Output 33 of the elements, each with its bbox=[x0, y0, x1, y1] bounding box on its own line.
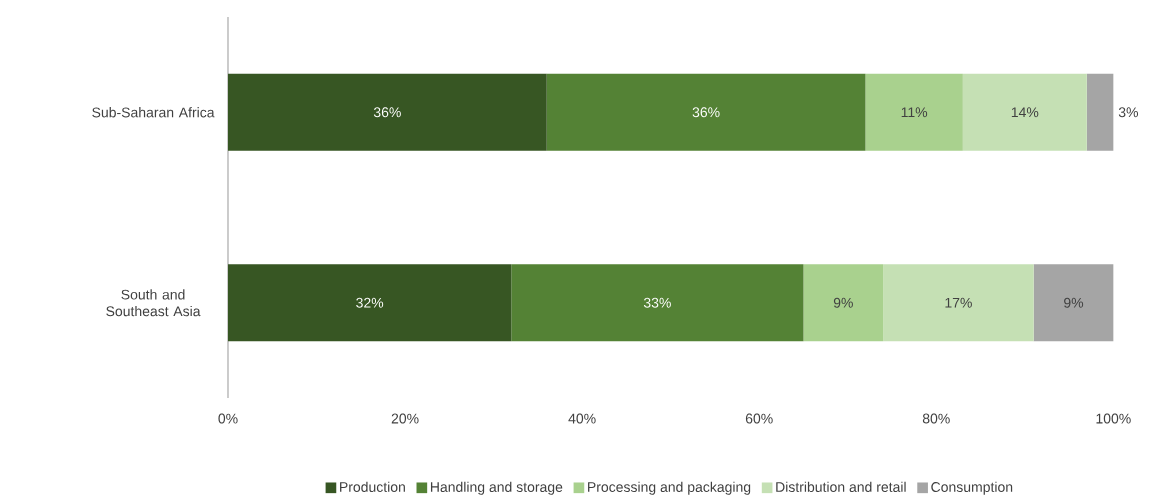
bar bbox=[228, 264, 512, 342]
x-tick-label: 0% bbox=[218, 413, 238, 424]
legend-label: Handling and storage bbox=[430, 481, 563, 495]
legend-label: Production bbox=[340, 481, 405, 492]
legend-label: Distribution and retail bbox=[776, 481, 906, 492]
data-label: 32% bbox=[356, 297, 384, 308]
data-label: 17% bbox=[945, 297, 972, 308]
data-label: 14% bbox=[1011, 107, 1039, 118]
legend-label: Consumption bbox=[931, 481, 1013, 495]
x-tick-label: 80% bbox=[922, 413, 950, 424]
bar bbox=[865, 73, 963, 151]
bar bbox=[962, 73, 1087, 151]
data-label: 11% bbox=[901, 107, 928, 118]
bar bbox=[546, 73, 866, 151]
bar bbox=[803, 264, 884, 342]
bar bbox=[1086, 73, 1114, 151]
bar bbox=[883, 264, 1034, 342]
data-label: 3% bbox=[1118, 107, 1139, 118]
data-label: 33% bbox=[643, 297, 671, 308]
bar bbox=[1033, 264, 1114, 342]
legend-label: Processing and packaging bbox=[588, 481, 751, 495]
data-label: 9% bbox=[1064, 297, 1084, 308]
x-tick-label: 60% bbox=[745, 413, 773, 424]
x-tick-label: 20% bbox=[391, 413, 419, 424]
y-tick-label: South and Southeast Asia bbox=[106, 289, 201, 317]
x-tick-label: 40% bbox=[568, 413, 596, 424]
x-tick-label: 100% bbox=[1096, 413, 1131, 424]
bar bbox=[511, 264, 804, 342]
bar bbox=[228, 73, 547, 151]
data-label: 36% bbox=[692, 107, 720, 118]
y-tick-label: Sub-Saharan Africa bbox=[92, 107, 215, 118]
data-label: 36% bbox=[373, 107, 401, 118]
data-label: 9% bbox=[833, 297, 853, 308]
